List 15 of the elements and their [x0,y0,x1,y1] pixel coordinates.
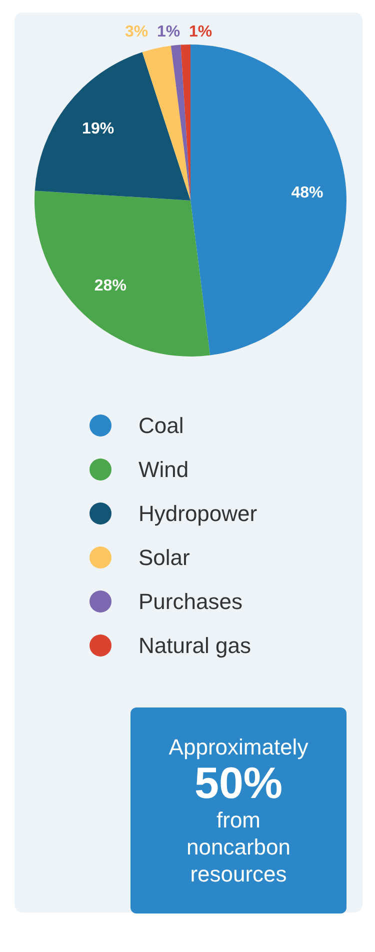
legend-label: Natural gas [138,633,252,658]
legend-label: Wind [138,457,189,482]
legend-label: Coal [138,413,184,438]
legend-label: Hydropower [138,501,258,526]
data-label: 1% [156,24,180,40]
text: 50% [194,759,283,808]
text: from noncarbon resources [186,808,290,886]
data-label: 1% [188,24,212,40]
data-label: 48% [291,184,324,202]
legend-label: Solar [138,545,190,570]
text: Approximately [168,734,308,760]
data-label: 19% [82,120,114,138]
data-label: 3% [124,24,148,40]
data-label: 28% [94,277,126,294]
legend-label: Purchases [138,589,242,614]
